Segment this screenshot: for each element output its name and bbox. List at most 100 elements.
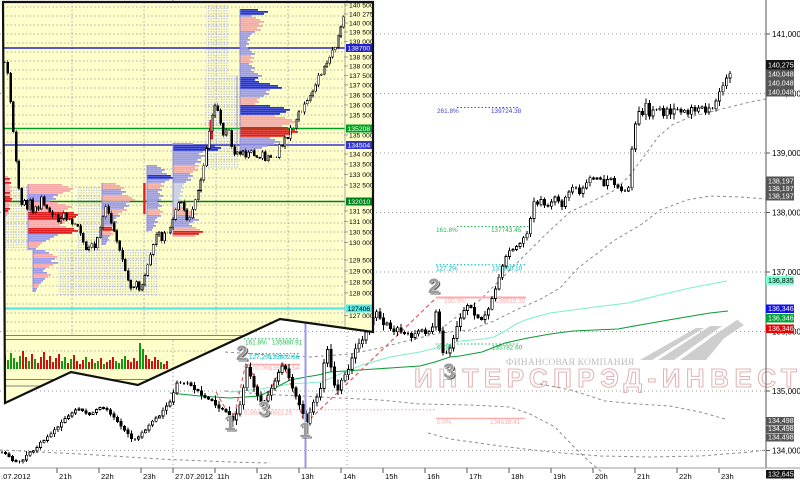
- svg-text:ФИНАНСОВАЯ КОМПАНИЯ: ФИНАНСОВАЯ КОМПАНИЯ: [506, 358, 635, 368]
- svg-text:13h: 13h: [301, 472, 314, 481]
- svg-text:137743.45: 137743.45: [491, 227, 522, 234]
- svg-text:12h: 12h: [259, 472, 272, 481]
- svg-text:138,197: 138,197: [768, 193, 794, 201]
- svg-text:136,346: 136,346: [768, 305, 794, 313]
- svg-text:61.8%: 61.8%: [437, 345, 455, 352]
- svg-text:100.0%: 100.0%: [444, 298, 466, 305]
- svg-text:11h: 11h: [217, 472, 229, 481]
- svg-text:19h: 19h: [553, 472, 566, 481]
- svg-text:17h: 17h: [469, 472, 482, 481]
- svg-text:136 000: 136 000: [349, 103, 374, 110]
- svg-text:132,645: 132,645: [768, 471, 794, 479]
- svg-text:128 000: 128 000: [349, 291, 374, 298]
- svg-text:16h: 16h: [427, 472, 440, 481]
- svg-text:22h: 22h: [679, 472, 692, 481]
- svg-text:136,346: 136,346: [768, 325, 794, 333]
- svg-text:135 000: 135 000: [349, 133, 374, 140]
- svg-text:132 500: 132 500: [349, 183, 374, 190]
- svg-text:135980.91: 135980.91: [272, 339, 303, 346]
- svg-text:136 500: 136 500: [349, 93, 374, 100]
- svg-text:138700: 138700: [348, 46, 371, 53]
- svg-text:135 500: 135 500: [349, 113, 374, 120]
- svg-text:127.2%: 127.2%: [249, 354, 271, 361]
- svg-text:2: 2: [428, 275, 440, 298]
- svg-text:134,000: 134,000: [772, 447, 800, 456]
- svg-text:21h: 21h: [59, 472, 72, 481]
- svg-text:1: 1: [226, 414, 238, 437]
- svg-text:100.0%: 100.0%: [249, 365, 271, 372]
- svg-text:134538.41: 134538.41: [490, 419, 521, 426]
- svg-text:15h: 15h: [385, 472, 398, 481]
- svg-text:0.0%: 0.0%: [244, 410, 259, 417]
- svg-text:2: 2: [238, 344, 250, 367]
- svg-text:130 500: 130 500: [349, 230, 374, 237]
- svg-text:3: 3: [258, 398, 270, 421]
- svg-text:134,498: 134,498: [768, 434, 794, 442]
- svg-text:27.07.2012: 27.07.2012: [175, 472, 213, 481]
- svg-text:140,048: 140,048: [768, 80, 794, 88]
- svg-text:129 500: 129 500: [349, 258, 374, 265]
- svg-text:138,197: 138,197: [768, 178, 794, 186]
- svg-text:22h: 22h: [101, 472, 114, 481]
- svg-text:133 500: 133 500: [349, 162, 374, 169]
- svg-text:130 000: 130 000: [349, 240, 374, 247]
- svg-text:.07.2012: .07.2012: [1, 472, 31, 481]
- svg-text:140 000: 140 000: [349, 21, 374, 28]
- svg-text:140 500: 140 500: [349, 3, 374, 10]
- svg-text:140,048: 140,048: [768, 89, 794, 97]
- svg-text:134653.25: 134653.25: [262, 410, 293, 417]
- svg-text:138,197: 138,197: [768, 185, 794, 193]
- svg-text:136519.30: 136519.30: [495, 298, 526, 305]
- svg-text:128 500: 128 500: [349, 280, 374, 287]
- svg-text:139 000: 139 000: [349, 39, 374, 46]
- svg-text:140 275: 140 275: [349, 12, 374, 19]
- svg-text:1: 1: [299, 419, 311, 442]
- svg-text:23h: 23h: [721, 472, 734, 481]
- svg-text:132010: 132010: [348, 199, 371, 206]
- svg-text:261.8%: 261.8%: [437, 108, 459, 115]
- svg-text:23h: 23h: [143, 472, 156, 481]
- svg-text:3: 3: [260, 400, 272, 423]
- svg-text:1: 1: [301, 421, 313, 444]
- svg-text:129 000: 129 000: [349, 269, 374, 276]
- svg-text:1: 1: [224, 412, 236, 435]
- svg-text:131 500: 131 500: [349, 209, 374, 216]
- svg-text:18h: 18h: [511, 472, 524, 481]
- svg-text:138,000: 138,000: [772, 209, 800, 218]
- svg-text:3: 3: [445, 362, 457, 385]
- svg-text:161.8%: 161.8%: [245, 339, 267, 346]
- svg-text:141,000: 141,000: [772, 30, 800, 39]
- svg-text:134,498: 134,498: [768, 417, 794, 425]
- svg-text:136,835: 136,835: [768, 277, 794, 285]
- svg-text:135802.66: 135802.66: [269, 354, 300, 361]
- svg-text:ИНТЕРСПРЭД-ИНВЕСТ: ИНТЕРСПРЭД-ИНВЕСТ: [414, 363, 800, 393]
- svg-text:138 500: 138 500: [349, 55, 374, 62]
- svg-text:137160.10: 137160.10: [492, 265, 523, 272]
- svg-text:140,275: 140,275: [768, 62, 794, 70]
- svg-text:127.2%: 127.2%: [436, 265, 458, 272]
- svg-text:138 000: 138 000: [349, 64, 374, 71]
- svg-text:20h: 20h: [595, 472, 608, 481]
- svg-text:134 000: 134 000: [349, 152, 374, 159]
- svg-text:135208: 135208: [348, 126, 371, 133]
- svg-text:127406: 127406: [348, 306, 371, 313]
- svg-text:131 000: 131 000: [349, 219, 374, 226]
- svg-text:134,498: 134,498: [768, 425, 794, 433]
- svg-text:127 000: 127 000: [349, 313, 374, 320]
- svg-text:136,346: 136,346: [768, 315, 794, 323]
- svg-text:134504: 134504: [348, 143, 371, 150]
- svg-text:133 000: 133 000: [349, 172, 374, 179]
- svg-text:139 500: 139 500: [349, 30, 374, 37]
- svg-text:161.8%: 161.8%: [436, 227, 458, 234]
- svg-text:139,000: 139,000: [772, 149, 800, 158]
- svg-text:137,000: 137,000: [772, 268, 800, 277]
- svg-text:21h: 21h: [637, 472, 650, 481]
- svg-text:137 000: 137 000: [349, 83, 374, 90]
- svg-text:0.0%: 0.0%: [437, 419, 452, 426]
- svg-text:14h: 14h: [343, 472, 356, 481]
- svg-text:3: 3: [443, 360, 455, 383]
- svg-text:140,048: 140,048: [768, 71, 794, 79]
- svg-text:139724.38: 139724.38: [491, 108, 522, 115]
- svg-text:135782.60: 135782.60: [492, 345, 523, 352]
- svg-text:2: 2: [236, 342, 248, 365]
